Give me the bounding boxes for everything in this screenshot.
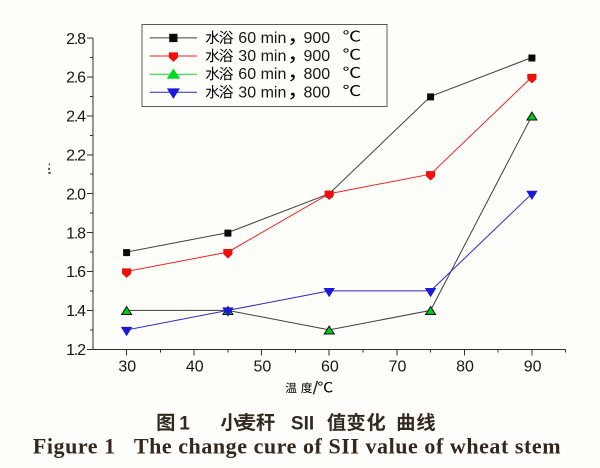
svg-text:30: 30: [238, 84, 256, 101]
svg-text:800: 800: [304, 84, 331, 101]
svg-text:1.8: 1.8: [66, 225, 86, 242]
svg-text:1.6: 1.6: [66, 264, 86, 281]
svg-text:min: min: [261, 48, 287, 65]
svg-text:900: 900: [304, 48, 331, 65]
svg-text:min: min: [261, 66, 287, 83]
svg-text:2.8: 2.8: [66, 31, 86, 48]
svg-text:900: 900: [304, 30, 331, 47]
svg-text:50: 50: [254, 359, 272, 376]
svg-text:SII: SII: [291, 413, 314, 434]
svg-text:40: 40: [186, 359, 204, 376]
svg-text:min: min: [261, 30, 287, 47]
svg-text:2.2: 2.2: [66, 148, 86, 165]
svg-text:2.0: 2.0: [66, 186, 86, 203]
svg-text:min: min: [261, 84, 287, 101]
svg-text:2.4: 2.4: [66, 109, 86, 126]
svg-text:2.6: 2.6: [66, 70, 86, 87]
svg-text:1.2: 1.2: [66, 342, 86, 359]
svg-text:Figure 1 The change cure of: Figure 1 The change cure of SII value of…: [33, 434, 561, 459]
svg-text:1: 1: [179, 413, 190, 434]
svg-text:90: 90: [524, 359, 542, 376]
svg-text:60: 60: [321, 359, 339, 376]
svg-text:60: 60: [238, 66, 256, 83]
svg-text:30: 30: [118, 359, 136, 376]
svg-text:70: 70: [389, 359, 407, 376]
svg-text:800: 800: [304, 66, 331, 83]
svg-text:80: 80: [456, 359, 474, 376]
svg-text:1.4: 1.4: [66, 303, 86, 320]
svg-text:60: 60: [238, 30, 256, 47]
svg-text:30: 30: [238, 48, 256, 65]
